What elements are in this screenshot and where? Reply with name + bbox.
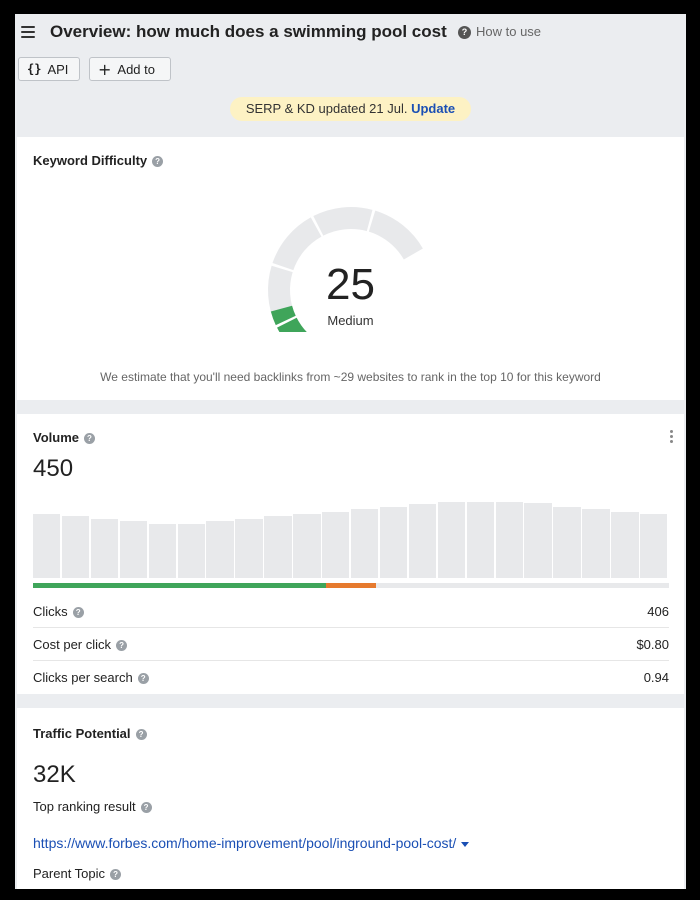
trend-bar[interactable] [177,524,205,578]
how-to-use-label: How to use [476,24,542,39]
keyword-difficulty-card: Keyword Difficulty? 25 Medium We estimat… [17,137,684,400]
gauge-segment-empty [368,210,423,260]
trend-bar[interactable] [322,511,350,578]
update-link[interactable]: Update [411,101,456,116]
api-button[interactable]: {} API [18,57,80,81]
top-ranking-label: Top ranking result? [33,799,152,814]
volume-title: Volume? [33,430,95,445]
clicks-bar-orange [325,583,377,588]
trend-bar[interactable] [90,519,119,578]
metric-cps-label: Clicks per search? [33,670,149,685]
help-icon: ? [110,869,122,881]
gauge-segment-filled [277,317,307,332]
help-icon: ? [152,156,164,168]
trend-bar[interactable] [206,520,234,578]
kd-note: We estimate that you'll need backlinks f… [100,370,601,384]
metric-cpc-value: $0.80 [636,637,669,652]
more-options-icon[interactable] [670,430,674,445]
metric-cpc-text: Cost per click [33,637,112,652]
add-to-button-label: Add to [117,61,155,77]
api-button-label: API [47,61,69,77]
update-notice: SERP & KD updated 21 Jul. Update [230,97,471,121]
top-ranking-url-text[interactable]: https://www.forbes.com/home-improvement/… [33,835,457,851]
help-icon: ? [140,802,152,814]
help-icon: ? [458,26,471,40]
volume-title-label: Volume [33,430,79,445]
tp-value: 32K [33,761,76,788]
trend-bar[interactable] [582,509,610,578]
notice-text: SERP & KD updated 21 Jul. [245,101,408,116]
trend-bar[interactable] [61,515,90,578]
trend-bar[interactable] [466,501,495,578]
kd-title: Keyword Difficulty? [33,153,164,168]
metric-cpc: Cost per click? $0.80 [33,628,669,661]
trend-bar[interactable] [293,514,321,578]
trend-bar[interactable] [351,509,379,578]
help-icon: ? [135,729,147,741]
metric-clicks-per-search: Clicks per search? 0.94 [33,661,669,694]
volume-value: 450 [33,455,74,482]
trend-bar[interactable] [553,506,581,578]
top-ranking-url[interactable]: https://www.forbes.com/home-improvement/… [33,835,470,851]
gauge-segment-empty [272,217,322,271]
traffic-potential-card: Traffic Potential? 32K Top ranking resul… [17,708,684,889]
help-icon: ? [84,433,95,445]
gauge-segment-filled [270,305,296,326]
add-to-button[interactable]: + Add to [89,57,171,81]
trend-bar[interactable] [33,514,61,578]
dropdown-caret-icon[interactable] [461,841,470,847]
trend-bar[interactable] [437,502,466,578]
kd-score: 25 [326,260,375,309]
trend-bar[interactable] [495,501,523,578]
top-ranking-text: Top ranking result [33,799,136,814]
metric-clicks: Clicks? 406 [33,595,669,628]
kd-gauge [268,207,423,332]
kd-title-label: Keyword Difficulty [33,153,148,168]
trend-bar[interactable] [119,520,148,578]
hamburger-menu-icon[interactable] [21,26,35,38]
trend-bar[interactable] [524,503,552,578]
tp-title-label: Traffic Potential [33,726,131,741]
kd-level: Medium [327,313,374,328]
plus-icon: + [98,59,112,79]
clicks-distribution-bar [33,583,669,588]
trend-bar[interactable] [235,519,263,578]
trend-bar[interactable] [264,515,292,578]
metric-clicks-text: Clicks [33,604,68,619]
metric-clicks-value: 406 [647,604,669,619]
parent-topic-text: Parent Topic [33,866,106,881]
metric-clicks-label: Clicks? [33,604,84,619]
trend-bar[interactable] [408,504,437,578]
header: Overview: how much does a swimming pool … [15,14,686,136]
help-icon: ? [116,640,128,652]
how-to-use-link[interactable]: ? How to use [458,24,542,40]
metric-cps-value: 0.94 [643,670,669,685]
trend-bar[interactable] [640,514,668,578]
help-icon: ? [72,607,84,619]
parent-topic-label: Parent Topic? [33,866,122,881]
metric-cpc-label: Cost per click? [33,637,128,652]
tp-title: Traffic Potential? [33,726,147,741]
volume-trend-chart [33,494,669,578]
trend-bar[interactable] [611,511,639,578]
gauge-segment-empty [313,207,373,236]
app-frame: Overview: how much does a swimming pool … [15,14,686,889]
page-title: Overview: how much does a swimming pool … [50,22,447,41]
braces-icon: {} [27,62,42,76]
metric-cps-text: Clicks per search [33,670,133,685]
trend-bar[interactable] [148,524,177,578]
help-icon: ? [137,673,149,685]
volume-card: Volume? 450 Clicks? 406 Cost per click? … [17,414,684,694]
clicks-bar-green [33,583,326,588]
trend-bar[interactable] [379,506,408,578]
